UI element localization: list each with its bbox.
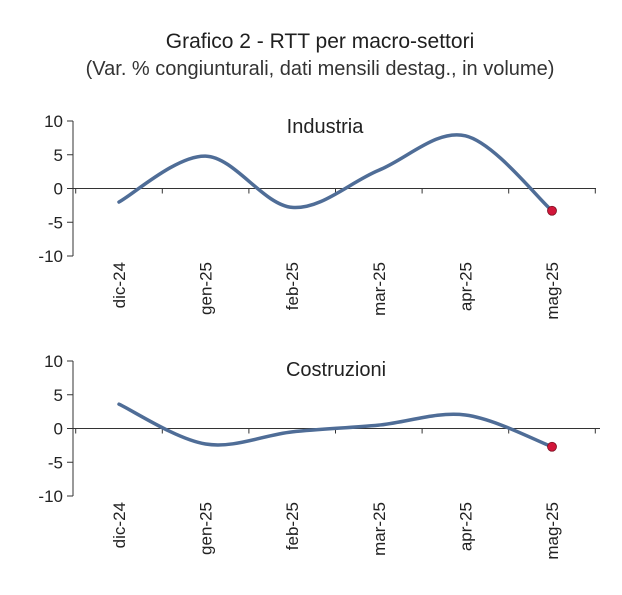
x-tick-label: feb-25 [283,262,302,310]
chart-subtitle: (Var. % congiunturali, dati mensili dest… [85,58,555,80]
y-tick-label: 0 [54,180,63,199]
x-tick-label: apr-25 [456,262,475,311]
panel-title: Industria [287,116,365,138]
chart-panel-2: 10 5 0 -5 -10 dic-24 gen-25 feb-25 mar-25 apr-25 m… [38,352,600,560]
chart-panel-1: 10 5 0 -5 -10 dic-24 gen-25 feb-25 mar-25 apr-25 m… [38,112,596,320]
x-tick-label: mag-25 [543,262,562,320]
y-tick-label: -10 [38,247,63,266]
x-tick-label: mag-25 [543,502,562,560]
y-tick-label: -5 [48,213,63,232]
y-tick-label: 10 [44,352,63,371]
last-value-marker [547,441,557,452]
chart-title: Grafico 2 - RTT per macro-settori [165,30,475,53]
x-tick-label: feb-25 [283,502,302,550]
x-tick-label: apr-25 [456,502,475,551]
series-line [117,402,554,449]
x-tick-label: mar-25 [370,502,389,556]
y-tick-label: 5 [54,386,63,405]
x-tick-label: dic-24 [110,262,129,308]
x-tick-label: dic-24 [110,502,129,548]
panel-title: Costruzioni [286,359,386,381]
x-tick-label: mar-25 [370,262,389,316]
last-value-marker [547,205,557,216]
y-tick-label: -10 [38,487,63,506]
x-tick-label: gen-25 [197,502,216,555]
y-tick-label: 5 [54,146,63,165]
y-tick-label: -5 [48,453,63,472]
x-tick-label: gen-25 [197,262,216,315]
y-tick-label: 10 [44,112,63,131]
y-tick-label: 0 [54,420,63,439]
series-line [117,133,554,213]
